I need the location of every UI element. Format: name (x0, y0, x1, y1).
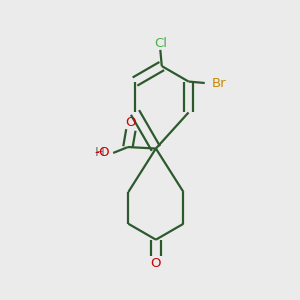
Text: -O: -O (94, 146, 110, 159)
Text: Br: Br (212, 76, 227, 89)
Text: Cl: Cl (154, 37, 167, 50)
Text: H: H (94, 146, 104, 159)
Text: O: O (151, 257, 161, 270)
Text: O: O (126, 116, 136, 129)
